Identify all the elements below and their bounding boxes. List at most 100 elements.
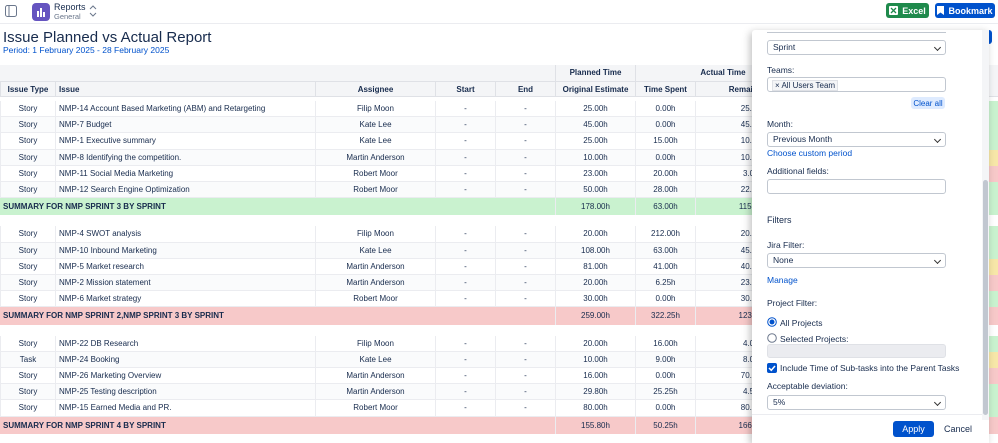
table-cell: NMP-11 Social Media Marketing: [55, 165, 315, 182]
row-bg: [0, 149, 998, 166]
table-cell: -: [495, 368, 555, 385]
summary-cell: 155.80h: [555, 416, 635, 434]
table-cell: -: [495, 275, 555, 292]
status-strip: [989, 149, 998, 166]
summary-cell: 259.00h: [555, 307, 635, 325]
table-cell: -: [495, 226, 555, 243]
excel-button[interactable]: Excel: [886, 3, 929, 18]
jira-filter-select[interactable]: None: [767, 253, 946, 268]
status-strip: [989, 117, 998, 134]
table-cell: Story: [0, 242, 55, 259]
table-cell: 50.00h: [555, 182, 635, 199]
table-cell: Story: [0, 133, 55, 150]
table-cell: Story: [0, 101, 55, 118]
all-projects-label: All Projects: [780, 318, 823, 328]
teams-label: Teams:: [767, 65, 795, 75]
table-cell: 41.00h: [635, 258, 695, 275]
table-cell: -: [435, 149, 495, 166]
month-select[interactable]: Previous Month: [767, 132, 946, 147]
bookmark-label: Bookmark: [948, 5, 993, 16]
status-strip: [989, 258, 998, 275]
column-header: Original Estimate: [555, 81, 635, 97]
selected-projects-radio[interactable]: [767, 333, 777, 343]
table-cell: 10.00h: [555, 351, 635, 368]
table-cell: Robert Moor: [315, 400, 435, 417]
table-cell: NMP-4 SWOT analysis: [55, 226, 315, 243]
table-cell: 20.00h: [635, 165, 695, 182]
table-cell: Kate Lee: [315, 242, 435, 259]
scrollbar-thumb[interactable]: [983, 180, 988, 415]
table-cell: -: [495, 242, 555, 259]
table-cell: -: [495, 335, 555, 352]
row-bg: [0, 351, 998, 368]
table-cell: 45.00h: [555, 117, 635, 134]
group-header: Actual Time: [635, 65, 810, 81]
status-strip: [989, 335, 998, 352]
table-cell: -: [495, 149, 555, 166]
table-cell: -: [435, 400, 495, 417]
status-strip: [989, 291, 998, 308]
summary-cell: 63.00h: [635, 198, 695, 216]
summary-cell: 50.25h: [635, 416, 695, 434]
sidebar-toggle[interactable]: [5, 5, 17, 17]
cancel-button[interactable]: Cancel: [943, 424, 972, 434]
table-cell: 0.00h: [635, 291, 695, 308]
row-bg: [0, 400, 998, 417]
custom-period-link[interactable]: Choose custom period: [767, 148, 853, 158]
manage-link[interactable]: Manage: [767, 275, 798, 285]
table-cell: 16.00h: [635, 335, 695, 352]
row-bg: [0, 101, 998, 118]
table-cell: Story: [0, 226, 55, 243]
table-cell: NMP-25 Testing description: [55, 384, 315, 401]
row-bg: [0, 133, 998, 150]
table-cell: 10.00h: [555, 149, 635, 166]
top-bar: Reports General Excel Bookmark: [0, 0, 998, 24]
clear-all-button[interactable]: Clear all: [911, 97, 945, 109]
app-icon[interactable]: [32, 3, 50, 21]
column-header: Issue Type: [0, 81, 55, 97]
table-cell: 9.00h: [635, 351, 695, 368]
table-cell: 212.00h: [635, 226, 695, 243]
all-projects-radio[interactable]: [767, 317, 777, 327]
deviation-select[interactable]: 5%: [767, 395, 946, 410]
table-cell: Kate Lee: [315, 351, 435, 368]
bookmark-button[interactable]: Bookmark: [935, 3, 995, 18]
table-cell: Filip Moon: [315, 226, 435, 243]
table-cell: 20.00h: [555, 335, 635, 352]
status-strip: [989, 182, 998, 199]
table-cell: NMP-24 Booking: [55, 351, 315, 368]
status-strip: [989, 400, 998, 417]
additional-fields-input[interactable]: [767, 179, 946, 194]
table-cell: NMP-15 Earned Media and PR.: [55, 400, 315, 417]
table-cell: Kate Lee: [315, 133, 435, 150]
table-cell: NMP-2 Mission statement: [55, 275, 315, 292]
table-cell: -: [435, 182, 495, 199]
apply-button[interactable]: Apply: [893, 421, 934, 437]
table-cell: 29.80h: [555, 384, 635, 401]
table-cell: NMP-26 Marketing Overview: [55, 368, 315, 385]
table-cell: Robert Moor: [315, 165, 435, 182]
subtasks-checkbox[interactable]: [767, 363, 777, 373]
settings-panel: [752, 30, 989, 443]
table-cell: -: [435, 335, 495, 352]
row-bg: [0, 165, 998, 182]
team-tag[interactable]: × All Users Team: [772, 80, 839, 91]
table-cell: 30.00h: [555, 291, 635, 308]
table-cell: 108.00h: [555, 242, 635, 259]
table-cell: Task: [0, 351, 55, 368]
table-cell: Story: [0, 368, 55, 385]
summary-label: SUMMARY FOR NMP SPRINT 3 BY SPRINT: [3, 202, 166, 212]
table-cell: -: [495, 101, 555, 118]
row-bg: [0, 258, 998, 275]
teams-input[interactable]: × All Users Team: [767, 77, 946, 92]
table-cell: NMP-14 Account Based Marketing (ABM) and…: [55, 101, 315, 118]
table-cell: NMP-1 Executive summary: [55, 133, 315, 150]
group-by-select[interactable]: Sprint: [767, 40, 946, 55]
column-header: Time Spent: [635, 81, 695, 97]
status-strip: [989, 368, 998, 385]
table-cell: -: [435, 275, 495, 292]
table-cell: 25.00h: [555, 101, 635, 118]
table-cell: NMP-5 Market research: [55, 258, 315, 275]
space-switcher[interactable]: [89, 5, 97, 17]
